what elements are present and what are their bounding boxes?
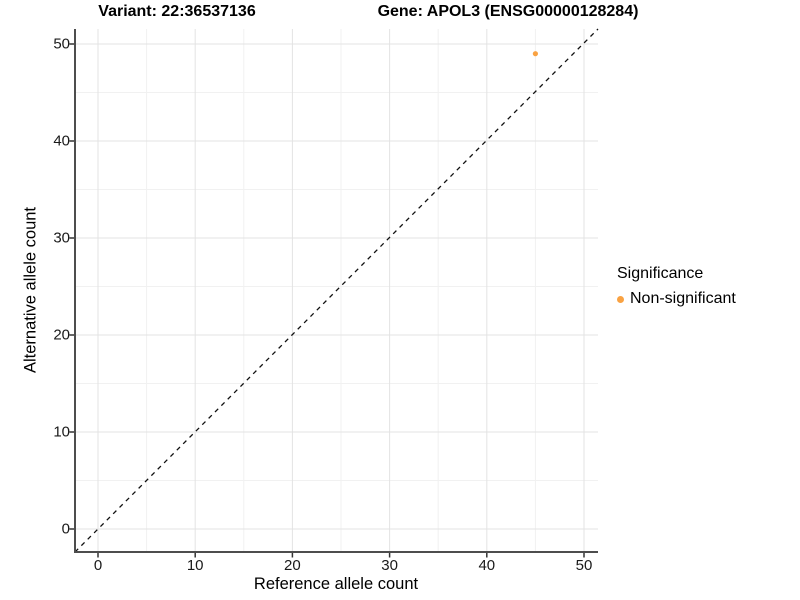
y-tick-label-10: 10	[53, 423, 70, 441]
x-tick-label-50: 50	[575, 557, 593, 574]
x-tick-label-30: 30	[381, 557, 398, 574]
data-point	[532, 51, 539, 57]
x-axis-title: Reference allele count	[253, 575, 419, 593]
x-tick-label-40: 40	[478, 557, 496, 574]
legend-item-non-significant: Non-significant	[617, 290, 736, 308]
y-tick-label-30: 30	[53, 229, 70, 247]
plot-title-variant: Variant: 22:36537136	[98, 3, 256, 20]
y-axis-title: Alternative allele count	[21, 206, 40, 374]
y-tick-label-40: 40	[53, 132, 70, 150]
y-tick-label-50: 50	[53, 35, 70, 53]
x-tick-label-20: 20	[284, 557, 301, 574]
x-tick-label-10: 10	[186, 557, 204, 574]
identity-reference-line	[74, 28, 599, 553]
legend-title: Significance	[617, 265, 704, 282]
y-tick-label-0: 0	[61, 520, 70, 538]
point-icon	[617, 295, 624, 303]
y-tick-label-20: 20	[53, 326, 70, 344]
x-tick-label-0: 0	[93, 557, 103, 574]
legend-item-label: Non-significant	[630, 290, 736, 307]
legend: Significance Non-significant	[617, 265, 736, 308]
plot-title-gene: Gene: APOL3 (ENSG00000128284)	[377, 3, 639, 20]
